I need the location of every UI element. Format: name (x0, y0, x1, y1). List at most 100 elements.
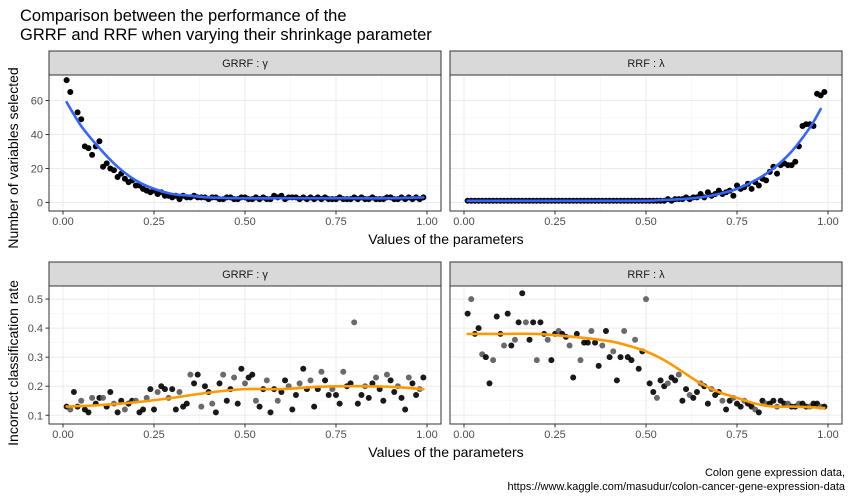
data-point (322, 377, 329, 384)
smooth-line (65, 384, 425, 408)
data-point (632, 336, 639, 343)
data-point (242, 380, 248, 387)
data-point (347, 380, 354, 387)
data-point (643, 296, 649, 303)
data-point (311, 403, 318, 410)
data-point (278, 389, 285, 396)
data-point (573, 330, 580, 337)
data-point (719, 397, 726, 404)
data-point (256, 403, 263, 410)
smooth-line (65, 100, 425, 200)
data-point (67, 406, 74, 413)
x-tick-label: 0.50 (234, 429, 255, 441)
data-point (755, 182, 762, 189)
data-point (693, 389, 700, 396)
data-point (588, 328, 595, 335)
data-point (85, 145, 92, 152)
x-tick-label: 0.75 (325, 429, 346, 441)
data-point (380, 397, 387, 404)
data-point (770, 397, 777, 404)
data-point (67, 89, 74, 95)
y-tick-label: 0.3 (28, 352, 43, 364)
y-tick-label: 0.4 (28, 323, 43, 335)
data-point (533, 357, 540, 364)
data-point (468, 296, 475, 303)
x-tick-label: 0.25 (143, 216, 164, 228)
data-point (263, 377, 270, 384)
data-point (74, 109, 81, 116)
data-point (679, 397, 686, 404)
chart-title-line-2: GRRF and RRF when varying their shrinkag… (20, 26, 432, 44)
data-point (78, 397, 85, 404)
y-tick-label: 0.2 (28, 381, 43, 393)
data-point (231, 374, 238, 381)
data-point (85, 409, 92, 416)
data-point (216, 380, 223, 387)
x-tick-label: 0.50 (635, 429, 656, 441)
data-point (537, 319, 544, 326)
smooth-line (466, 107, 823, 203)
data-point (100, 394, 107, 401)
x-tick-label: 0.00 (52, 429, 73, 441)
y-tick-label: 0 (37, 198, 43, 210)
data-point (223, 397, 230, 404)
data-point (307, 377, 314, 384)
data-point (96, 138, 103, 145)
x-tick-label: 0.25 (544, 216, 565, 228)
data-point (621, 328, 628, 335)
data-point (103, 160, 110, 167)
x-tick-label: 1.00 (817, 429, 838, 441)
data-point (792, 158, 799, 165)
data-point (402, 406, 409, 413)
x-tick-label: 0.50 (635, 216, 656, 228)
data-point (176, 389, 183, 396)
y-tick-label: 0.5 (28, 294, 43, 306)
data-point (212, 409, 219, 416)
data-point (252, 397, 259, 404)
data-point (526, 336, 533, 343)
data-point (548, 357, 555, 364)
x-tick-label: 0.75 (726, 429, 747, 441)
data-point (300, 365, 307, 372)
x-tick-label: 1.00 (817, 216, 838, 228)
data-point (358, 391, 365, 398)
data-point (482, 354, 489, 361)
facet-strip (48, 50, 442, 76)
data-point (398, 394, 405, 401)
x-tick-label: 0.00 (52, 216, 73, 228)
y-tick-label: 0.1 (28, 410, 43, 422)
data-point (183, 400, 190, 407)
data-point (267, 409, 274, 416)
data-point (723, 406, 730, 413)
x-tick-label: 0.75 (325, 216, 346, 228)
panel-bottom-left: GRRF : γ 0.00 0.25 0.50 0.75 1.00 0.1 0.2 0.3 0.4… (28, 261, 442, 441)
data-point (486, 380, 493, 387)
data-point (595, 362, 602, 369)
x-axis-title-top: Values of the parameters (368, 231, 523, 247)
data-point (351, 319, 358, 326)
data-point (325, 391, 332, 398)
data-point (405, 374, 412, 381)
data-point (602, 328, 609, 335)
data-point (606, 354, 613, 361)
data-point (354, 400, 361, 407)
x-tick-label: 0.00 (453, 216, 474, 228)
data-point (249, 371, 256, 378)
data-point (420, 374, 427, 381)
x-tick-label: 0.50 (234, 216, 255, 228)
data-point (282, 377, 289, 384)
data-point (508, 342, 515, 349)
panels: GRRF : γ 0.00 0.25 0.50 0.75 1.00 0 20 40 60 RRF :… (28, 50, 843, 441)
data-point (333, 391, 339, 398)
data-point (530, 319, 537, 326)
x-tick-label: 0.75 (726, 216, 747, 228)
data-point (570, 374, 577, 381)
data-point (577, 357, 584, 364)
data-point (209, 400, 216, 407)
data-point (566, 342, 573, 349)
data-point (151, 406, 157, 413)
data-point (143, 394, 150, 401)
data-point (617, 354, 624, 361)
x-tick-label: 0.25 (143, 429, 164, 441)
panel-top-left: GRRF : γ 0.00 0.25 0.50 0.75 1.00 0 20 40 60 (31, 50, 442, 228)
